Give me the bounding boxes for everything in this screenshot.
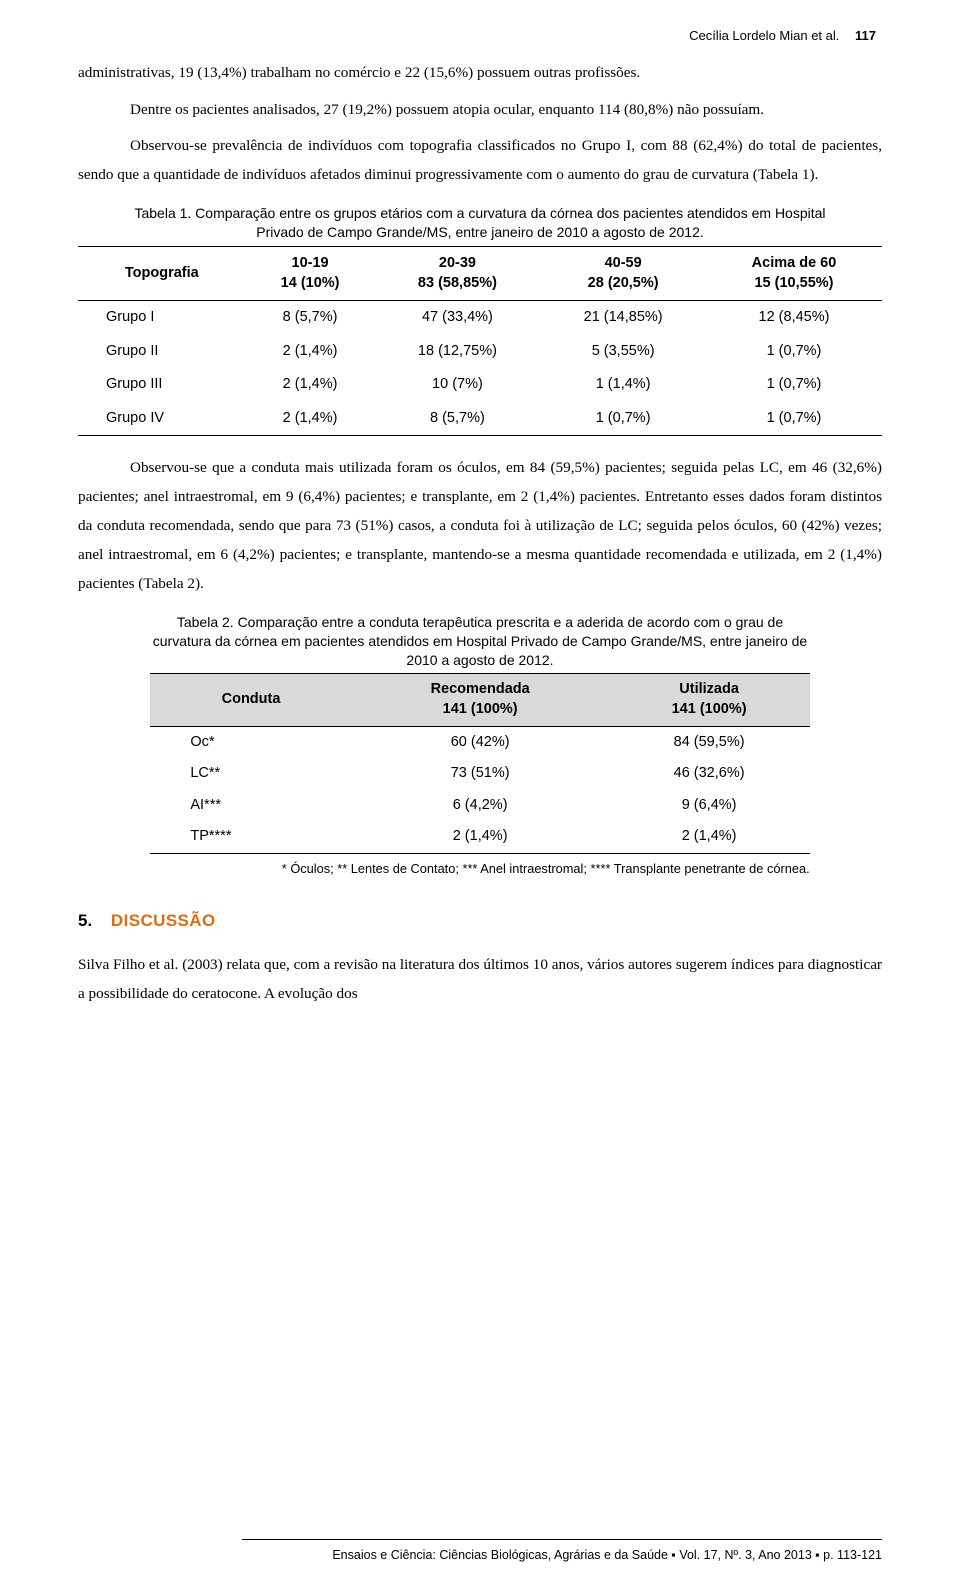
table-row: Grupo I 8 (5,7%) 47 (33,4%) 21 (14,85%) … [78, 301, 882, 335]
table-row: Grupo III 2 (1,4%) 10 (7%) 1 (1,4%) 1 (0… [78, 368, 882, 402]
table1-head-col4: Acima de 60 15 (10,55%) [706, 246, 882, 300]
page-footer: Ensaios e Ciência: Ciências Biológicas, … [242, 1539, 882, 1568]
table-row: LC** 73 (51%) 46 (32,6%) [150, 758, 809, 790]
table2-caption: Tabela 2. Comparação entre a conduta ter… [150, 613, 810, 670]
table2-head-col1: Recomendada 141 (100%) [352, 674, 609, 726]
running-head: Cecília Lordelo Mian et al. 117 [78, 24, 882, 49]
table2-head-conduta: Conduta [150, 674, 351, 726]
paragraph-5: Silva Filho et al. (2003) relata que, co… [78, 951, 882, 1009]
table-row: TP**** 2 (1,4%) 2 (1,4%) [150, 821, 809, 853]
table1-head-col2: 20-39 83 (58,85%) [375, 246, 541, 300]
paragraph-3: Observou-se prevalência de indivíduos co… [78, 132, 882, 190]
section-number: 5. [78, 911, 92, 930]
table1-head-col3: 40-59 28 (20,5%) [540, 246, 706, 300]
table2-head-col2: Utilizada 141 (100%) [609, 674, 810, 726]
paragraph-1: administrativas, 19 (13,4%) trabalham no… [78, 59, 882, 88]
table1: Topografia 10-19 14 (10%) 20-39 83 (58,8… [78, 246, 882, 436]
section-heading: 5. DISCUSSÃO [78, 905, 882, 937]
paragraph-4: Observou-se que a conduta mais utilizada… [78, 454, 882, 598]
table2: Conduta Recomendada 141 (100%) Utilizada… [150, 673, 809, 853]
table-row: Grupo II 2 (1,4%) 18 (12,75%) 5 (3,55%) … [78, 335, 882, 369]
paragraph-2: Dentre os pacientes analisados, 27 (19,2… [78, 96, 882, 125]
table-row: Grupo IV 2 (1,4%) 8 (5,7%) 1 (0,7%) 1 (0… [78, 402, 882, 436]
section-title: DISCUSSÃO [111, 911, 216, 930]
table-row: Oc* 60 (42%) 84 (59,5%) [150, 726, 809, 758]
table-row: AI*** 6 (4,2%) 9 (6,4%) [150, 790, 809, 822]
table1-head-topografia: Topografia [78, 246, 246, 300]
table2-footnote: * Óculos; ** Lentes de Contato; *** Anel… [150, 857, 809, 881]
page-number: 117 [855, 28, 876, 43]
table1-head-col1: 10-19 14 (10%) [246, 246, 375, 300]
running-head-text: Cecília Lordelo Mian et al. [689, 28, 839, 43]
table1-caption: Tabela 1. Comparação entre os grupos etá… [110, 204, 850, 242]
